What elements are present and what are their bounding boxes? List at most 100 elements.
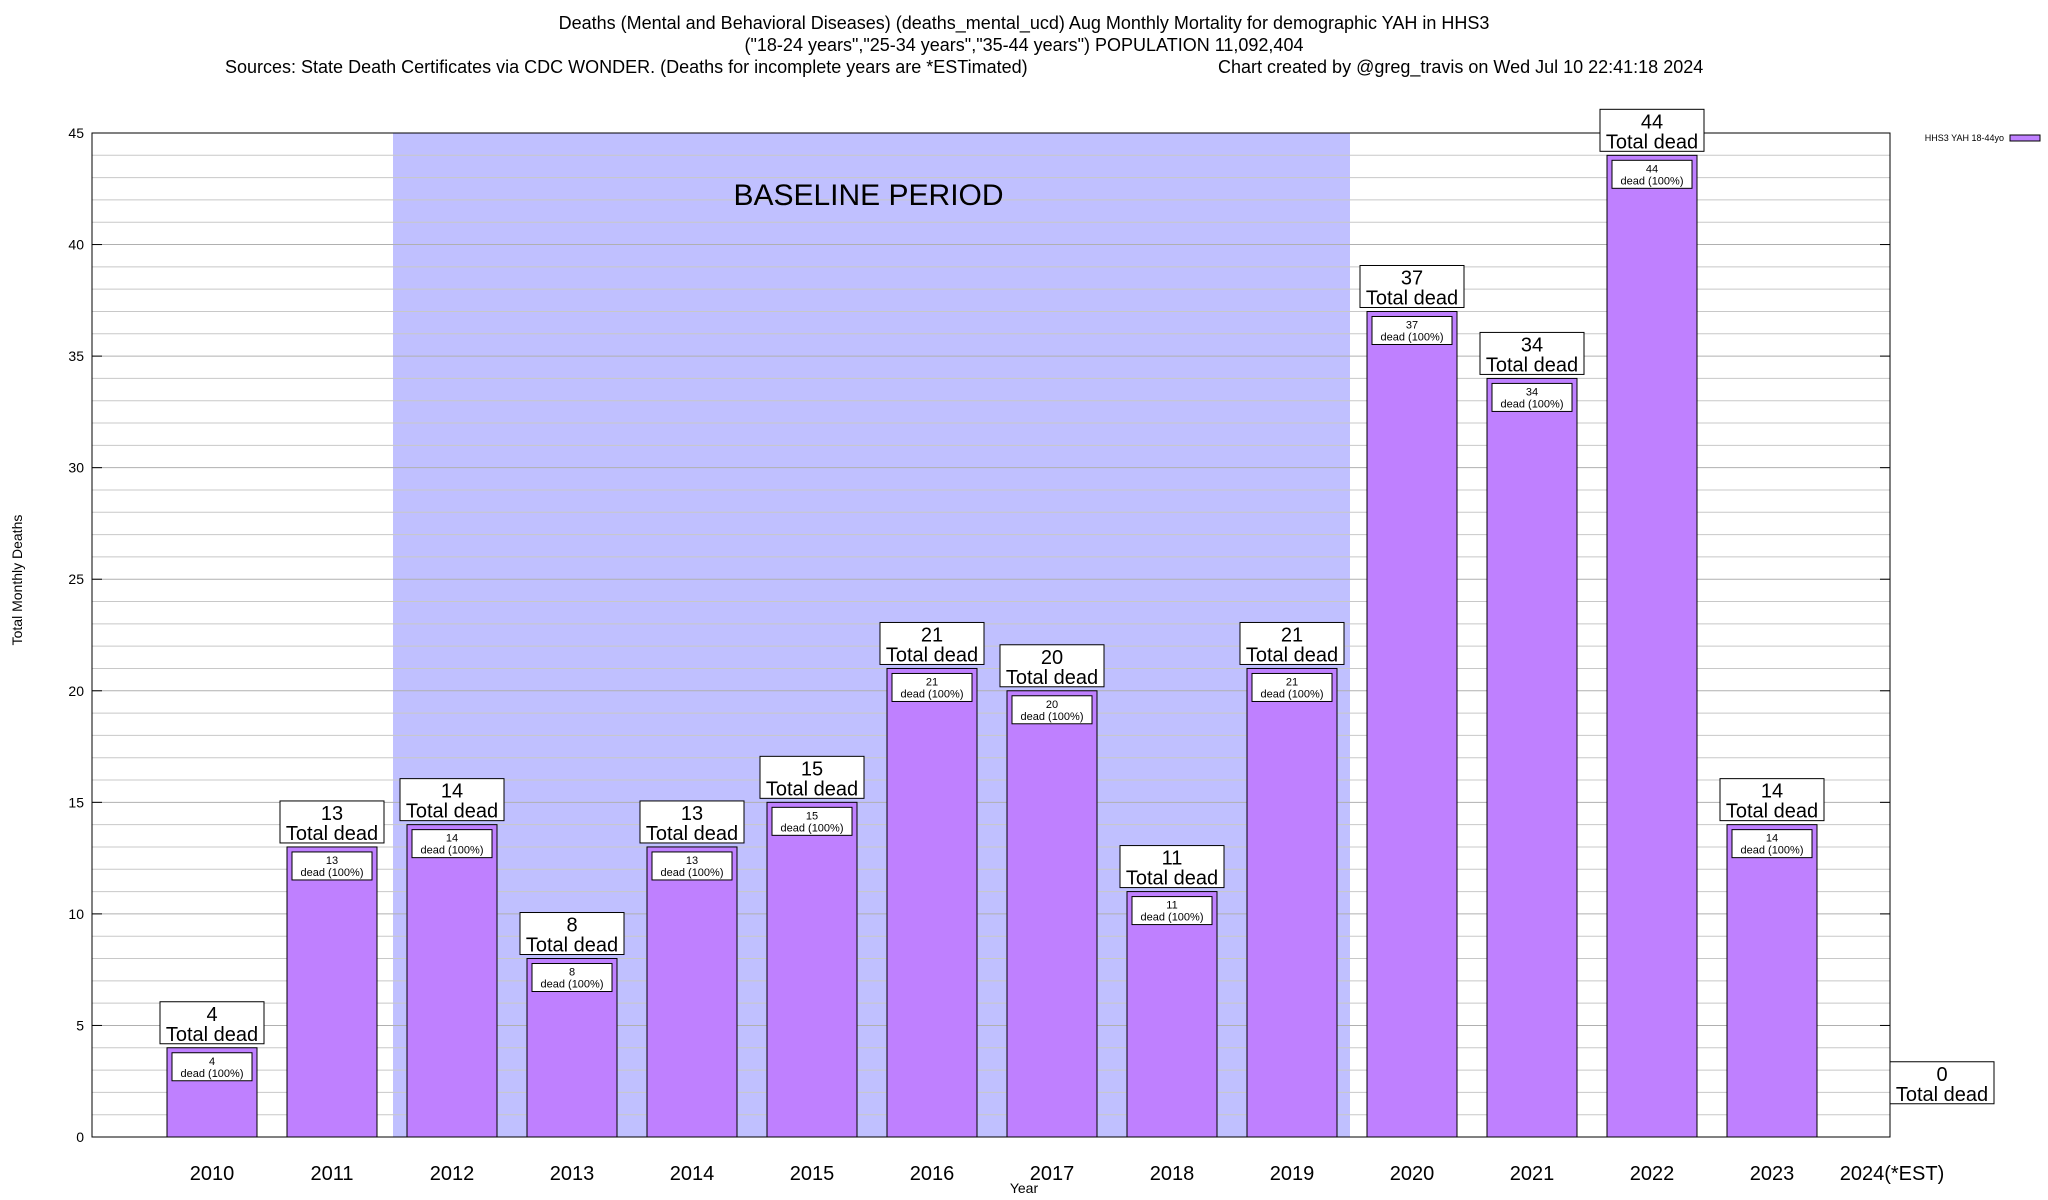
x-tick-label: 2018 (1150, 1163, 1195, 1185)
baseline-period-label: BASELINE PERIOD (733, 179, 1003, 212)
bar-total-value: 21 (1281, 624, 1303, 646)
bar-total-label-box (159, 1001, 265, 1045)
y-tick-label: 30 (68, 460, 84, 476)
bar-inner-label: dead (100%) (1741, 845, 1804, 857)
bar-2022 (1606, 154, 1698, 1138)
bar-total-value: 20 (1041, 647, 1063, 669)
bar-inner-value: 13 (326, 855, 338, 867)
x-tick-label: 2020 (1390, 1163, 1435, 1185)
bar-total-label-box (759, 755, 865, 799)
bar-total-label-box (1599, 108, 1705, 152)
bar-total-label: Total dead (526, 935, 618, 957)
bar-total-label: Total dead (766, 778, 858, 800)
bar-inner-label-box (891, 672, 973, 702)
y-tick-label: 20 (68, 683, 84, 699)
bar-inner-value: 4 (209, 1056, 215, 1068)
bar-total-label: Total dead (166, 1024, 258, 1046)
bar-2015 (766, 801, 858, 1138)
bar-inner-value: 14 (1766, 833, 1778, 845)
bar-inner-label: dead (100%) (421, 845, 484, 857)
x-tick-label: 2022 (1630, 1163, 1675, 1185)
bar-inner-value: 11 (1166, 900, 1177, 912)
x-axis-label: Year (1009, 1180, 1039, 1196)
bar-total-value: 11 (1162, 848, 1183, 870)
bar-inner-value: 13 (686, 855, 698, 867)
bar-total-value: 8 (566, 915, 577, 937)
bar-2012 (406, 824, 498, 1138)
bar-total-label: Total dead (1726, 801, 1818, 823)
bar-inner-label: dead (100%) (1621, 175, 1684, 187)
y-tick-label: 35 (68, 348, 84, 364)
bar-inner-label: dead (100%) (1501, 398, 1564, 410)
y-tick-label: 15 (68, 794, 84, 810)
bar-total-label: Total dead (1486, 354, 1578, 376)
x-tick-label: 2021 (1510, 1163, 1555, 1185)
bar-2023 (1726, 824, 1818, 1138)
bar-total-label-box (1359, 264, 1465, 308)
bar-total-label-box (999, 644, 1105, 688)
bar-total-label-box (1239, 621, 1345, 665)
bar-total-value: 13 (681, 803, 703, 825)
chart-sources-text: Sources: State Death Certificates via CD… (225, 57, 1028, 77)
bar-total-label-box (1479, 331, 1585, 375)
x-tick-label: 2011 (310, 1163, 353, 1185)
bar-total-label: Total dead (1366, 287, 1458, 309)
plot-frame (91, 132, 1891, 1138)
bar-inner-label: dead (100%) (781, 822, 844, 834)
bar-inner-value: 20 (1046, 699, 1058, 711)
legend-swatch (2009, 134, 2041, 142)
x-tick-label: 2024(*EST) (1840, 1163, 1945, 1185)
bar-inner-label: dead (100%) (301, 867, 364, 879)
bar-total-label-box (279, 800, 385, 844)
x-tick-label: 2013 (550, 1163, 595, 1185)
bar-total-value: 4 (206, 1004, 217, 1026)
bar-inner-label: dead (100%) (1381, 331, 1444, 343)
chart-credit-text: Chart created by @greg_travis on Wed Jul… (1218, 57, 1704, 77)
legend-label: HHS3 YAH 18-44yo (1925, 133, 2004, 143)
bar-inner-label: dead (100%) (901, 688, 964, 700)
bar-2017 (1006, 690, 1098, 1138)
bar-inner-label-box (1131, 896, 1213, 926)
bar-inner-label: dead (100%) (541, 979, 604, 991)
bar-total-label-box (879, 621, 985, 665)
bar-total-label: Total dead (1126, 868, 1218, 890)
bar-total-label-box (399, 778, 505, 822)
chart-title-line-1: Deaths (Mental and Behavioral Diseases) … (558, 13, 1490, 33)
bar-inner-value: 15 (806, 810, 818, 822)
y-tick-label: 25 (68, 571, 84, 587)
bar-2020 (1366, 310, 1458, 1138)
bar-2019 (1246, 667, 1338, 1138)
y-tick-label: 5 (76, 1017, 84, 1033)
y-tick-label: 45 (68, 125, 84, 141)
bar-total-label: Total dead (1246, 644, 1338, 666)
bar-total-value: 0 (1936, 1064, 1947, 1086)
bar-total-value: 34 (1521, 334, 1543, 356)
x-tick-label: 2019 (1270, 1163, 1315, 1185)
bar-inner-label-box (411, 829, 493, 859)
bar-inner-label: dead (100%) (1141, 912, 1204, 924)
bar-inner-value: 8 (569, 967, 575, 979)
chart-title-block: Deaths (Mental and Behavioral Diseases) … (0, 12, 2048, 56)
bar-2016 (886, 667, 978, 1138)
x-tick-label: 2015 (790, 1163, 835, 1185)
bar-total-label: Total dead (406, 801, 498, 823)
bar-inner-label-box (531, 963, 613, 993)
y-tick-label: 40 (68, 237, 84, 253)
bar-total-value: 14 (441, 781, 463, 803)
bar-total-value: 13 (321, 803, 343, 825)
bar-inner-label-box (1491, 382, 1573, 412)
bar-total-value: 14 (1761, 781, 1783, 803)
bar-inner-label-box (1611, 159, 1693, 189)
bar-inner-label-box (171, 1052, 253, 1082)
bar-total-label-box (1119, 845, 1225, 889)
bar-total-label-box (519, 912, 625, 956)
bar-total-label: Total dead (646, 823, 738, 845)
bar-total-value: 21 (921, 624, 943, 646)
bar-total-label: Total dead (886, 644, 978, 666)
bar-inner-value: 14 (446, 833, 458, 845)
bar-inner-label-box (771, 806, 853, 836)
bar-2014 (646, 846, 738, 1138)
bar-total-label: Total dead (286, 823, 378, 845)
bar-2021 (1486, 377, 1578, 1138)
